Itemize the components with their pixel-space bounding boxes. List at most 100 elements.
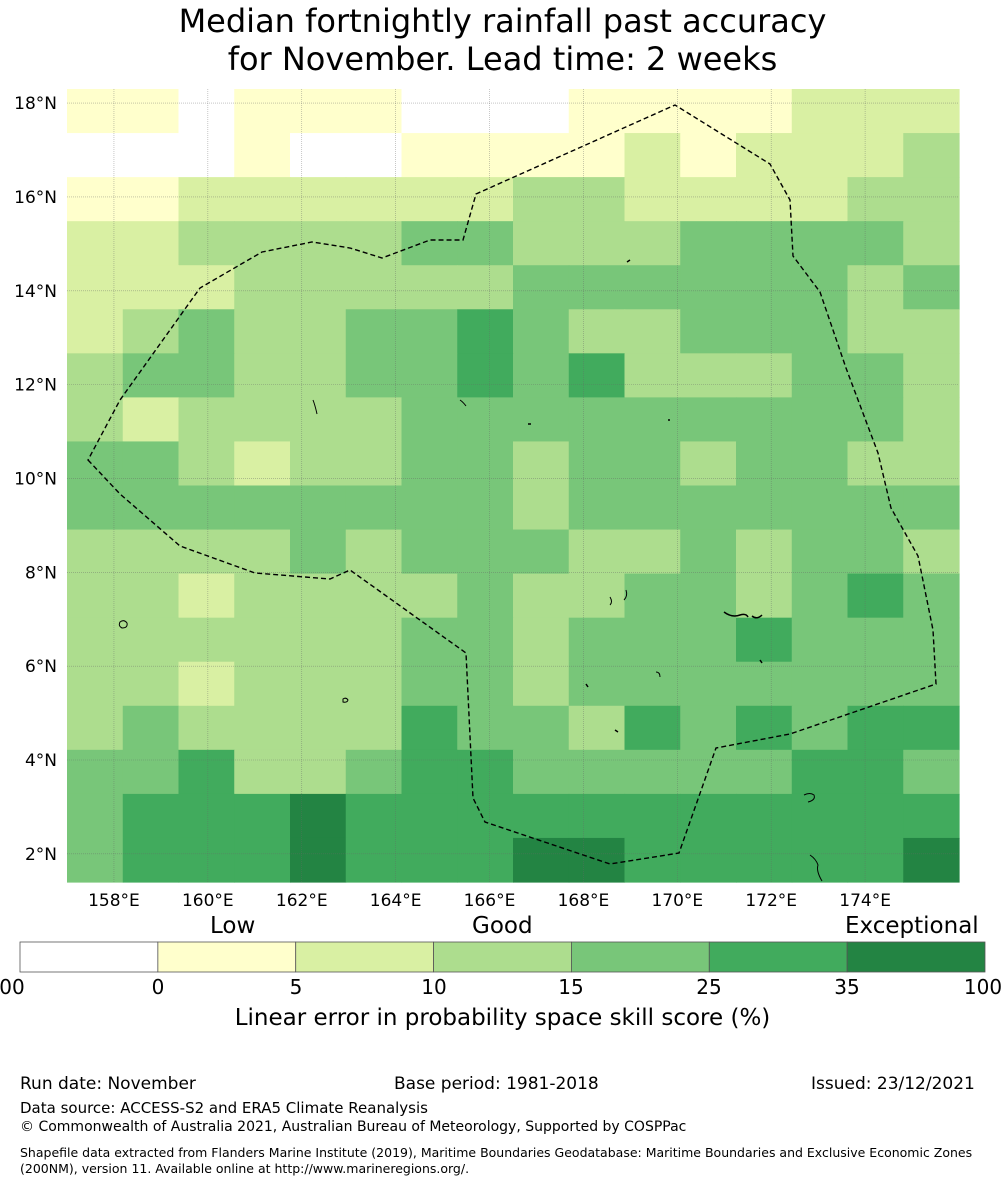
skill-cell <box>624 705 681 751</box>
skill-cell <box>568 837 626 883</box>
skill-cell <box>847 89 904 134</box>
skill-cell <box>736 309 793 354</box>
skill-cell <box>903 309 960 354</box>
skill-cell <box>401 353 458 398</box>
skill-cell <box>903 529 960 575</box>
skill-cell <box>457 529 514 575</box>
colorbar-swatch <box>19 941 159 973</box>
skill-cell <box>903 265 960 310</box>
skill-cell <box>624 353 681 398</box>
skill-cell <box>122 661 180 707</box>
skill-cell <box>513 265 570 310</box>
colorbar-swatch <box>295 941 434 973</box>
skill-cell <box>178 749 235 795</box>
skill-cell <box>513 221 570 266</box>
skill-cell <box>624 309 681 354</box>
skill-cell <box>568 441 626 487</box>
skill-cell <box>847 309 904 354</box>
skill-cell <box>513 133 570 178</box>
skill-cell <box>290 573 347 619</box>
skill-cell <box>568 793 626 839</box>
longitude-tick-labels: 158°E 160°E 162°E 164°E 166°E 168°E 170°E 172°E… <box>88 891 891 911</box>
skill-cell <box>401 837 458 883</box>
skill-cell <box>178 89 235 134</box>
skill-cell <box>680 749 737 795</box>
latitude-label: 14°N <box>14 282 57 302</box>
skill-cell <box>290 485 347 531</box>
skill-cell <box>67 397 124 443</box>
skill-cell <box>680 353 737 398</box>
skill-cell <box>345 221 403 266</box>
skill-cell <box>290 837 347 883</box>
skill-cell <box>791 397 849 443</box>
skill-cell <box>680 441 737 487</box>
skill-cell <box>234 573 291 619</box>
skill-cell <box>736 265 793 310</box>
skill-cell <box>736 353 793 398</box>
skill-cell <box>847 617 904 663</box>
skill-cell <box>345 837 403 883</box>
skill-cell <box>457 397 514 443</box>
skill-cell <box>513 309 570 354</box>
skill-cell <box>122 133 180 178</box>
skill-cell <box>290 529 347 575</box>
skill-cell <box>903 749 960 795</box>
skill-cell <box>736 485 793 531</box>
skill-cell <box>568 89 626 134</box>
skill-cell <box>847 133 904 178</box>
skill-cell <box>847 485 904 531</box>
skill-cell <box>457 749 514 795</box>
skill-cell <box>345 529 403 575</box>
skill-cell <box>178 793 235 839</box>
skill-cell <box>178 705 235 751</box>
skill-cell <box>345 705 403 751</box>
skill-cell <box>401 89 458 134</box>
skill-cell <box>67 441 124 487</box>
skill-cell <box>568 485 626 531</box>
skill-cell <box>513 749 570 795</box>
skill-cell <box>624 89 681 134</box>
skill-cell <box>290 309 347 354</box>
skill-cell <box>847 705 904 751</box>
skill-cell <box>680 309 737 354</box>
skill-cell <box>457 793 514 839</box>
skill-cell <box>345 617 403 663</box>
skill-cell <box>290 353 347 398</box>
skill-cell <box>513 661 570 707</box>
skill-cell <box>457 309 514 354</box>
longitude-label: 158°E <box>88 891 140 911</box>
skill-cell <box>457 705 514 751</box>
skill-cell <box>122 89 180 134</box>
skill-cell <box>234 397 291 443</box>
skill-cells <box>67 89 960 883</box>
skill-cell <box>457 485 514 531</box>
skill-cell <box>345 749 403 795</box>
latitude-tick-labels: 18°N 16°N 14°N 12°N 10°N 8°N 6°N 4°N 2°N <box>14 94 57 865</box>
skill-cell <box>457 441 514 487</box>
skill-cell <box>67 749 124 795</box>
skill-cell <box>513 529 570 575</box>
skill-cell <box>401 265 458 310</box>
skill-cell <box>513 89 570 134</box>
skill-cell <box>736 221 793 266</box>
skill-cell <box>290 793 347 839</box>
skill-cell <box>122 573 180 619</box>
island <box>609 589 628 606</box>
skill-cell <box>680 177 737 222</box>
skill-cell <box>568 353 626 398</box>
skill-cell <box>122 705 180 751</box>
skill-cell <box>234 837 291 883</box>
skill-cell <box>122 529 180 575</box>
colorbar-tick: 35 <box>834 975 860 999</box>
skill-cell <box>791 177 849 222</box>
longitude-label: 160°E <box>182 891 234 911</box>
skill-cell <box>903 441 960 487</box>
skill-cell <box>624 573 681 619</box>
colorbar-swatch <box>571 941 710 973</box>
skill-cell <box>513 485 570 531</box>
skill-cell <box>401 573 458 619</box>
skill-cell <box>67 221 124 266</box>
longitude-label: 174°E <box>839 891 891 911</box>
skill-cell <box>457 837 514 883</box>
skill-cell <box>847 749 904 795</box>
